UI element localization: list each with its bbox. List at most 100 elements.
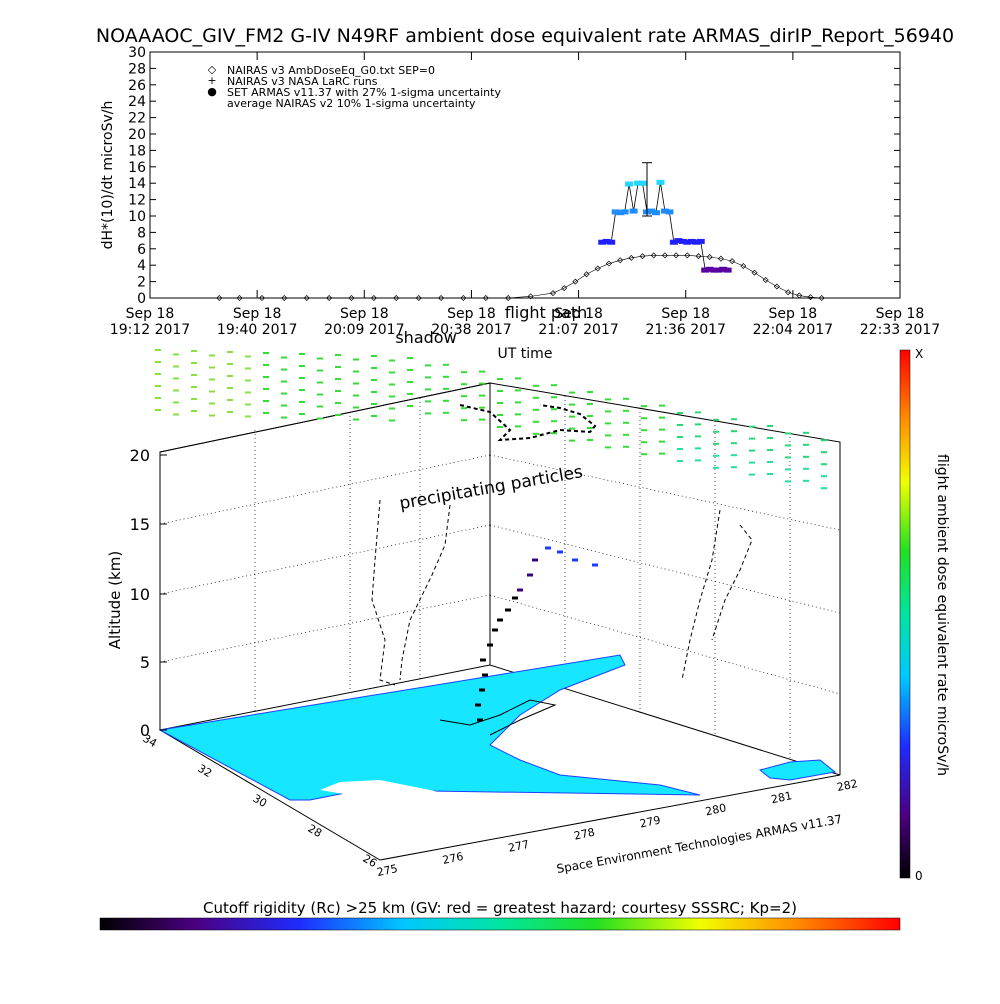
precipitating-particles-field (155, 349, 827, 490)
z-tick-label: 0 (140, 721, 150, 740)
floor-map (158, 654, 837, 830)
armas-point (723, 267, 732, 273)
legend: ◇ NAIRAS v3 AmbDoseEq_G0.txt SEP=0 + NAIRAS… (207, 63, 501, 110)
armas-point (602, 238, 611, 244)
nairas-point (460, 295, 467, 301)
flight-track-3d (439, 546, 598, 736)
back-wall-right (489, 382, 841, 775)
armas-point (669, 239, 678, 245)
armas-point (678, 238, 687, 244)
lon-tick-label: 281 (770, 789, 793, 806)
z-tick-label: 5 (140, 653, 150, 672)
nairas-point (751, 269, 758, 276)
flight-ground-track (439, 699, 557, 736)
shadow-trace-left (371, 499, 396, 686)
nairas-point (348, 295, 355, 301)
shadow-traces (371, 404, 753, 686)
armas-point (683, 239, 692, 245)
nairas-point (717, 255, 724, 262)
armas-point (660, 208, 669, 214)
lon-tick-label: 276 (441, 850, 464, 867)
nairas-point (583, 271, 590, 278)
armas-point (674, 238, 683, 244)
nairas-point (236, 295, 243, 301)
x-tick-label-date: Sep 18 (876, 306, 925, 322)
z-tick-label: 20 (130, 446, 150, 465)
rigidity-colorbar: Cutoff rigidity (Rc) >25 km (GV: red = g… (99, 899, 901, 931)
nairas-point (549, 290, 556, 297)
x-tick-label-date: Sep 18 (233, 306, 282, 322)
y-tick-label: 18 (128, 143, 146, 159)
y-tick-label: 12 (128, 193, 146, 209)
armas-point (696, 238, 705, 244)
flight-path-label: flight path (505, 303, 588, 322)
y-tick-label: 30 (128, 45, 146, 61)
armas-point (710, 267, 719, 273)
nairas-point (650, 252, 657, 259)
x-tick-label-date: Sep 18 (661, 306, 710, 322)
nairas-point (527, 293, 534, 300)
nairas-point (661, 252, 668, 259)
legend-label: SET ARMAS v11.37 with 27% 1-sigma uncert… (227, 86, 501, 99)
back-wall-top-depth (159, 382, 491, 453)
x-tick-label-time: 21:36 2017 (645, 322, 725, 338)
lat-tick-label: 26 (360, 852, 379, 870)
nairas-point (773, 283, 780, 290)
nairas-point (393, 295, 400, 301)
floor-frame (158, 664, 841, 861)
x-tick-label-time: 19:12 2017 (110, 322, 190, 338)
shadow-label: shadow (395, 328, 456, 347)
x-tick-label-date: Sep 18 (554, 306, 603, 322)
armas-point (692, 239, 701, 245)
x-tick-label-date: Sep 18 (769, 306, 818, 322)
x-tick-label-time: 21:07 2017 (538, 322, 618, 338)
nairas-point (572, 278, 579, 285)
nairas-point (415, 295, 422, 301)
nairas-point (695, 253, 702, 260)
y-tick-label: 16 (128, 160, 146, 176)
legend-label: average NAIRAS v2 10% 1-sigma uncertaint… (227, 97, 476, 110)
altitude-axis-ticks: 0 5 10 15 20 (130, 446, 167, 740)
armas-point (634, 180, 643, 186)
lon-tick-label: 275 (376, 862, 399, 879)
y-tick-label: 6 (137, 242, 146, 258)
nairas-point (628, 254, 635, 261)
nairas-point (281, 295, 288, 301)
armas-point (620, 209, 629, 215)
shadow-trace-right-2 (711, 524, 753, 641)
legend-label: NAIRAS v3 AmbDoseEq_G0.txt SEP=0 (227, 64, 435, 77)
armas-point (656, 179, 665, 185)
lat-tick-label: 28 (305, 822, 324, 840)
lat-tick-label: 34 (140, 732, 159, 750)
armas-point (616, 210, 625, 216)
armas-point (687, 238, 696, 244)
nairas-point (796, 292, 803, 299)
y-tick-label: 8 (137, 225, 146, 241)
x-tick-label-time: 20:38 2017 (431, 322, 511, 338)
y-axis-label: dH*(10)/dt microSv/h (100, 101, 116, 250)
shadow-trace-right (681, 509, 721, 681)
shadow-trace-top (459, 404, 597, 442)
nairas-point (762, 276, 769, 283)
y-tick-label: 26 (128, 78, 146, 94)
nairas-point (505, 295, 512, 301)
nairas-point (326, 295, 333, 301)
armas-point (629, 208, 638, 214)
lon-tick-label: 279 (639, 813, 662, 830)
nairas-point (818, 295, 825, 301)
nairas-point (482, 295, 489, 301)
longitude-axis-ticks: 275 276 277 278 279 280 281 282 (376, 777, 859, 879)
x-tick-label-time: 22:04 2017 (753, 322, 833, 338)
dose-colorbar: X 0 flight ambient dose equivalent rate … (899, 347, 950, 883)
armas-point (607, 239, 616, 245)
chart-title: NOAAAOC_GIV_FM2 G-IV N49RF ambient dose … (96, 25, 954, 47)
shadow-trace-left-2 (399, 504, 451, 681)
nairas-point (370, 295, 377, 301)
nairas-point (216, 295, 223, 301)
nairas-point (673, 252, 680, 259)
y-tick-label: 4 (137, 258, 146, 274)
z-tick-label: 10 (130, 585, 150, 604)
